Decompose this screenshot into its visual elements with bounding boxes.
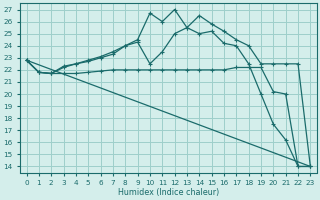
X-axis label: Humidex (Indice chaleur): Humidex (Indice chaleur) [118, 188, 219, 197]
